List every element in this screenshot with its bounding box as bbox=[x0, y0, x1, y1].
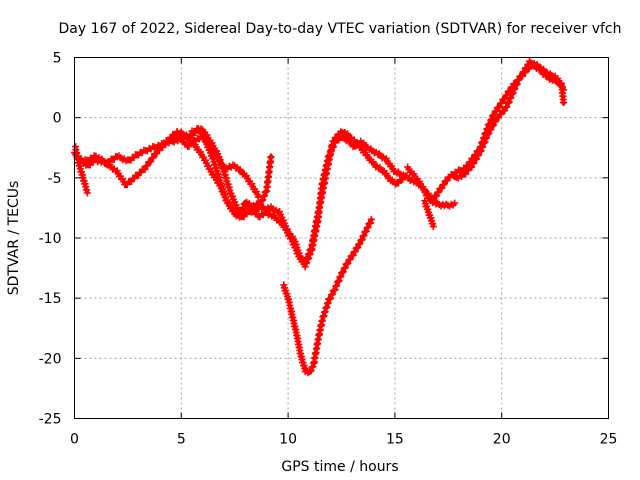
axis-ticks bbox=[74, 57, 609, 419]
x-tick-label: 0 bbox=[70, 432, 79, 448]
y-tick-label: -25 bbox=[39, 412, 62, 428]
series-track-4 bbox=[169, 124, 410, 267]
x-axis-tick-labels: 0 5 10 15 20 25 bbox=[70, 432, 617, 448]
x-tick-label: 5 bbox=[177, 432, 186, 448]
data-points bbox=[71, 57, 568, 377]
series-trace bbox=[190, 62, 566, 268]
series-trace bbox=[452, 60, 566, 180]
series-trace bbox=[281, 217, 374, 375]
series-track-9 bbox=[280, 215, 375, 377]
series-trace bbox=[405, 166, 457, 208]
x-tick-label: 20 bbox=[493, 432, 511, 448]
y-tick-label: -20 bbox=[39, 351, 62, 367]
series-track-8 bbox=[451, 57, 568, 182]
grid bbox=[74, 57, 609, 419]
x-tick-label: 25 bbox=[600, 432, 618, 448]
x-tick-label: 10 bbox=[279, 432, 297, 448]
y-tick-label: -10 bbox=[39, 231, 62, 247]
x-axis-title: GPS time / hours bbox=[281, 459, 398, 475]
y-axis-title: SDTVAR / TECUs bbox=[6, 181, 22, 296]
series-trace bbox=[422, 199, 436, 228]
series-track-7 bbox=[421, 197, 437, 231]
y-tick-label: -15 bbox=[39, 291, 62, 307]
x-tick-label: 15 bbox=[386, 432, 404, 448]
chart-title: Day 167 of 2022, Sidereal Day-to-day VTE… bbox=[58, 21, 621, 37]
y-tick-label: 0 bbox=[53, 111, 62, 127]
y-tick-label: 5 bbox=[53, 51, 62, 67]
series-track-2 bbox=[72, 143, 91, 197]
series-track-6 bbox=[404, 163, 459, 210]
y-tick-label: -5 bbox=[48, 171, 62, 187]
series-trace bbox=[73, 145, 90, 195]
y-axis-tick-labels: -25 -20 -15 -10 -5 0 5 bbox=[39, 51, 62, 428]
